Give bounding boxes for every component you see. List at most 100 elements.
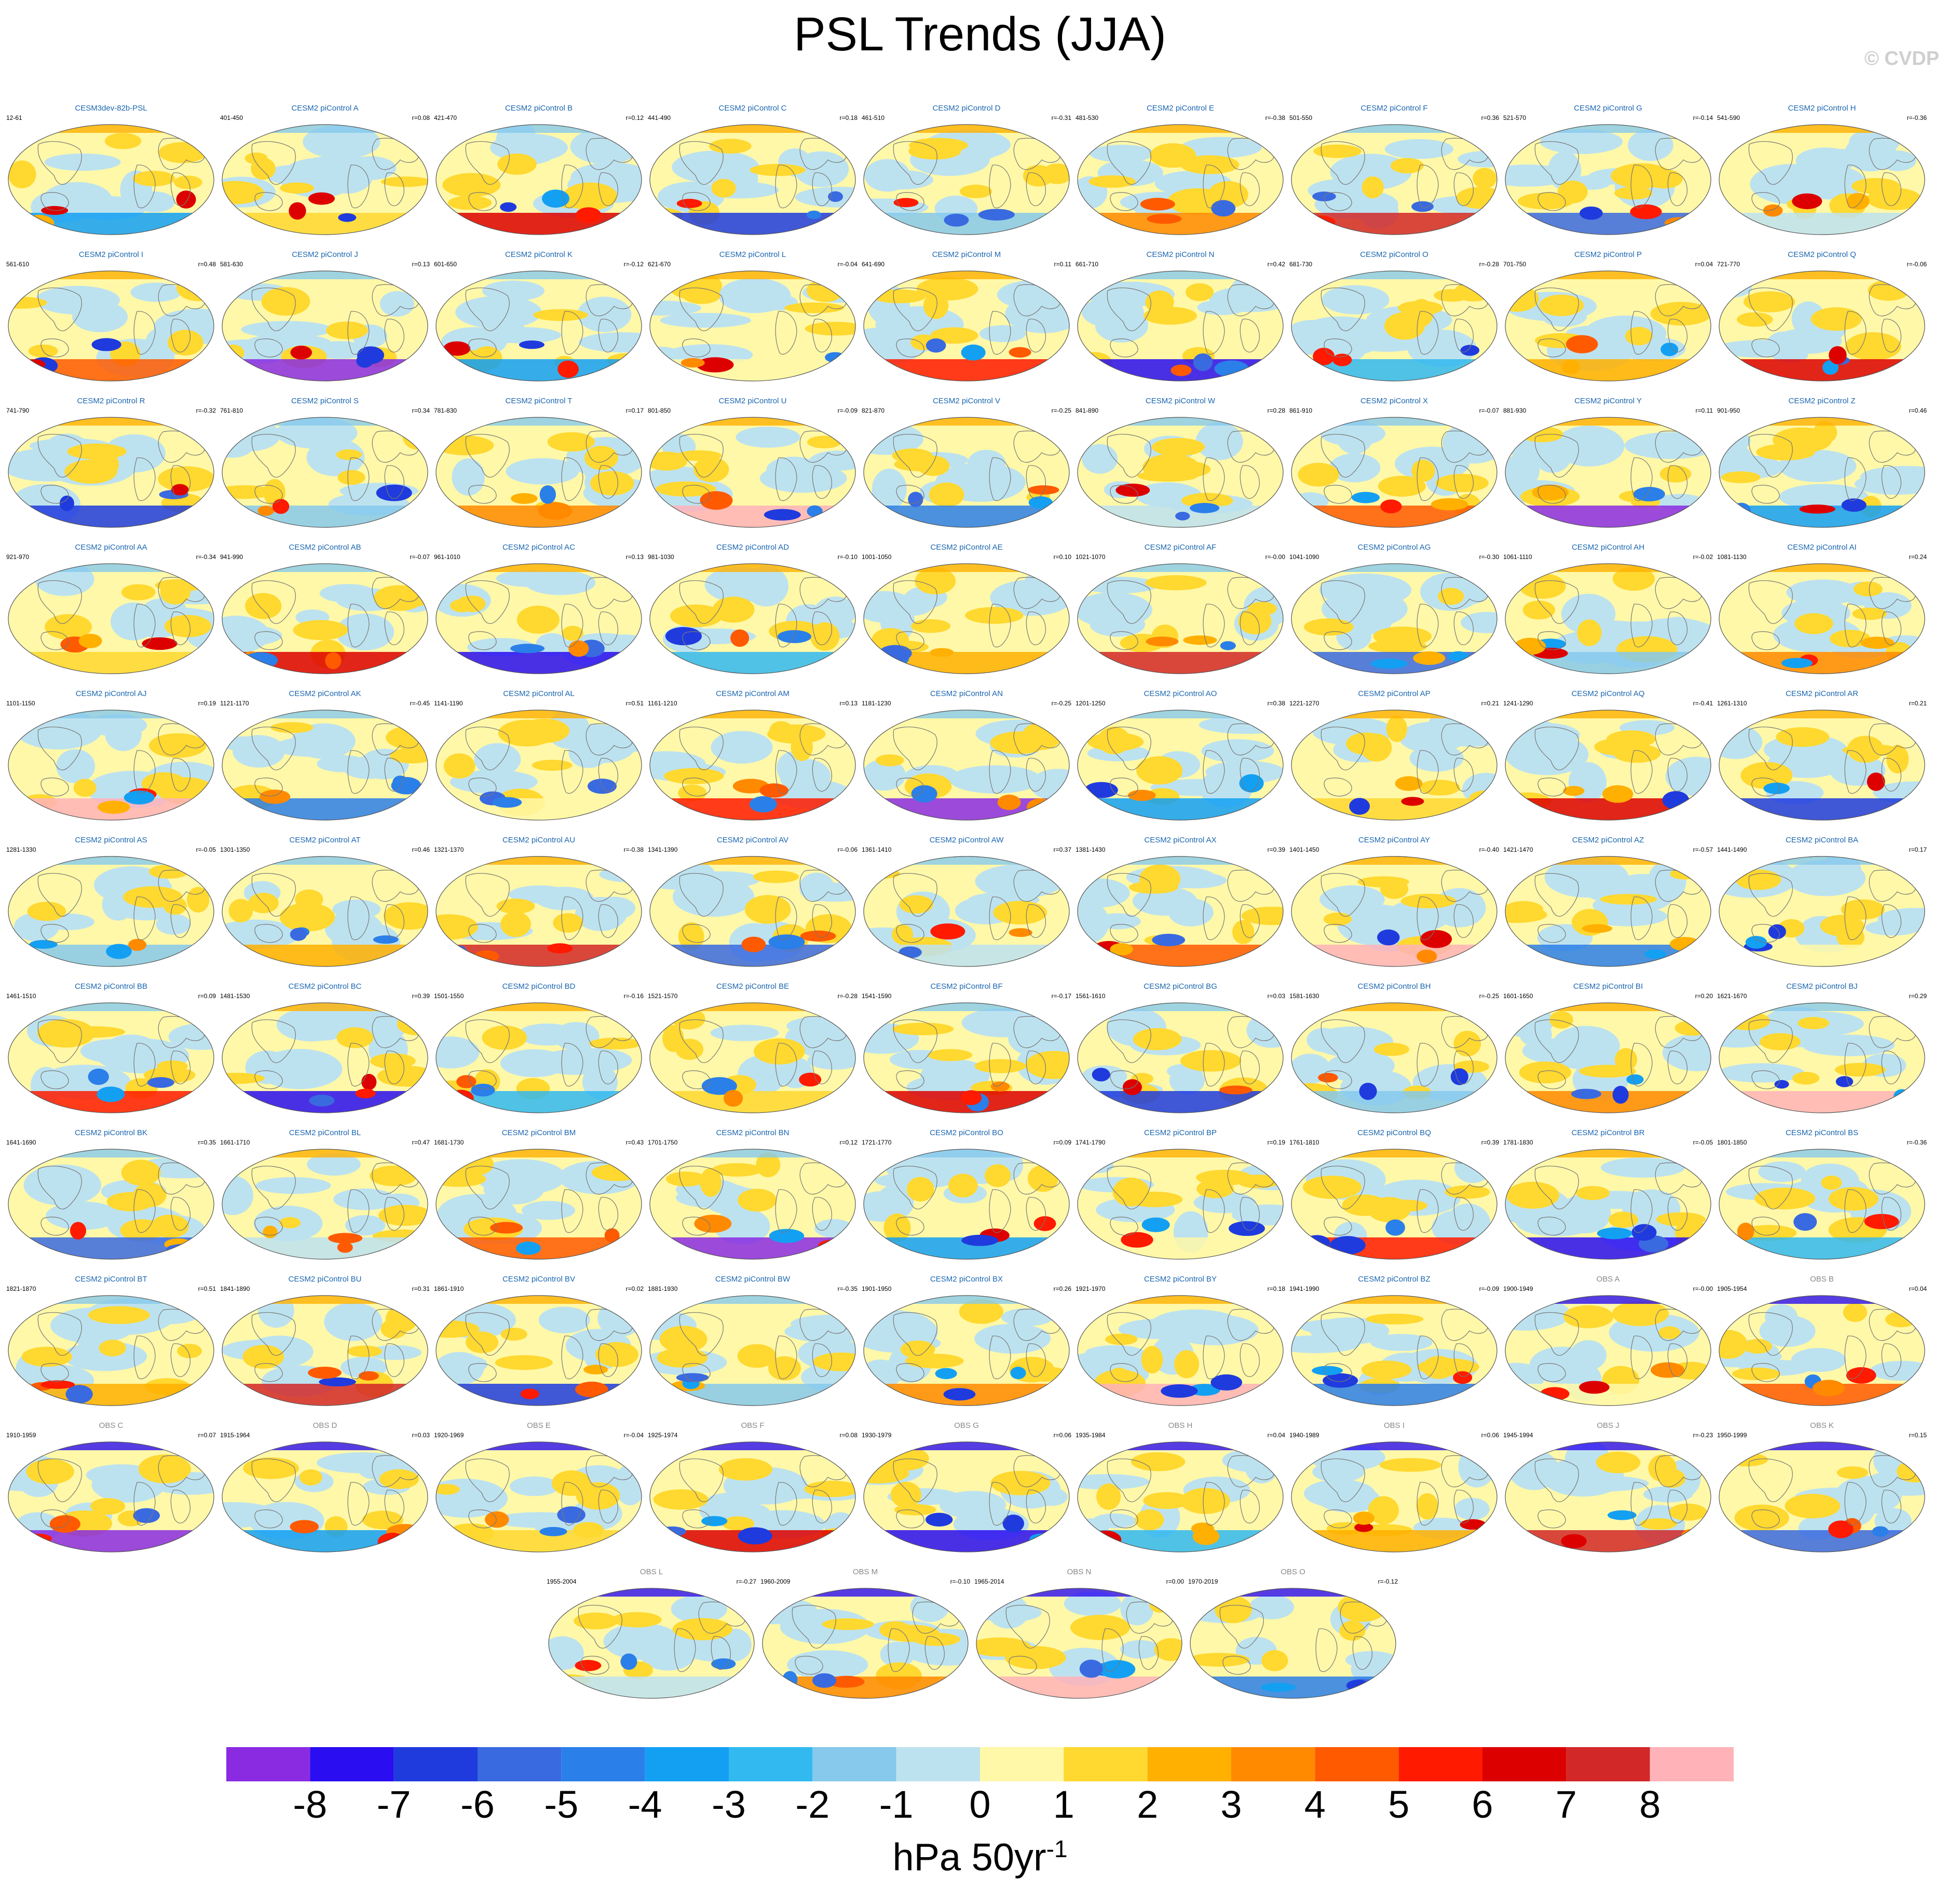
contour-blob [173, 175, 202, 189]
map-outline [863, 1441, 1070, 1552]
coastline [1324, 778, 1352, 797]
coastline [989, 604, 1011, 648]
coastline [347, 165, 370, 209]
contour-core [1115, 483, 1150, 497]
contour-blob [63, 1026, 126, 1038]
coastline [896, 192, 924, 211]
contour-core [1841, 498, 1867, 512]
contour-blob [222, 624, 282, 647]
contour-core [943, 1388, 976, 1401]
panel-title: CESM2 piControl AS [75, 836, 147, 844]
contour-blob [1613, 744, 1661, 763]
contour-blob [1834, 1062, 1886, 1077]
contour-core [961, 344, 986, 361]
contour-blob [157, 1060, 188, 1072]
panel-map [435, 710, 642, 821]
panel-title: CESM2 piControl C [718, 104, 787, 113]
panel-title: OBS F [741, 1421, 765, 1430]
coastline [682, 1070, 711, 1089]
panel-correlation: r=0.07 [198, 1432, 216, 1439]
contour-blob [1675, 1020, 1710, 1036]
contour-blob [660, 312, 752, 328]
contour-core [1318, 1072, 1338, 1083]
contour-core [1141, 1217, 1170, 1232]
contour-blob [974, 1059, 1026, 1073]
map-panel: OBS H 1935-1984 r=0.04 [1073, 1419, 1287, 1555]
colorbar-tick-label: 7 [1555, 1783, 1577, 1826]
contour-core [1329, 1236, 1366, 1255]
contour-blob [45, 614, 92, 640]
contour-blob [380, 176, 428, 187]
contour-blob [148, 864, 189, 879]
arctic-cap [1078, 710, 1283, 718]
contour-blob [442, 173, 501, 197]
contour-blob [496, 898, 535, 914]
colorbar-tick-label: -8 [293, 1783, 328, 1826]
contour-core [1607, 1510, 1637, 1520]
contour-blob [786, 1016, 853, 1035]
contour-blob [1596, 1451, 1641, 1474]
coastline [896, 1509, 924, 1529]
southern-band [1291, 1530, 1497, 1552]
panel-title: CESM2 piControl Q [1788, 250, 1856, 259]
map-panel: CESM2 piControl AJ 1101-1150 r=0.19 [4, 687, 218, 823]
contour-core [1239, 774, 1264, 793]
coastline [251, 873, 296, 917]
contour-blob [1238, 608, 1272, 635]
southern-band [222, 945, 428, 966]
coastline [1453, 319, 1474, 353]
coastline [384, 758, 404, 792]
panel-period: 1541-1590 [862, 992, 892, 1000]
panel-correlation: r=-0.00 [1693, 1285, 1713, 1292]
southern-band [1291, 945, 1497, 966]
coastline [682, 1363, 711, 1382]
contour-core [1828, 1520, 1854, 1538]
panel-map [8, 417, 214, 528]
contour-core [1417, 949, 1437, 963]
coastline [347, 457, 370, 501]
panel-map [435, 563, 642, 674]
contour-core [391, 776, 421, 795]
contour-blob [1625, 326, 1653, 346]
contour-core [547, 943, 573, 953]
map-outline [1077, 1149, 1284, 1260]
contour-blob [1600, 894, 1657, 905]
contour-blob [1662, 1034, 1711, 1071]
contour-blob [437, 917, 477, 936]
coastline [775, 896, 797, 941]
contour-blob [1082, 444, 1118, 474]
coastline [1009, 1656, 1037, 1675]
map-outline [1719, 270, 1925, 381]
panel-period: 1901-1950 [862, 1285, 892, 1292]
contour-blob [1600, 1157, 1685, 1178]
contour-core [1822, 360, 1839, 375]
arctic-cap [436, 1003, 642, 1011]
panel-title: CESM2 piControl BH [1357, 982, 1431, 991]
map-outline [1291, 710, 1498, 821]
map-panel: CESM2 piControl AQ 1241-1290 r=-0.41 [1501, 687, 1715, 823]
coastline [561, 165, 583, 209]
coastline [37, 1165, 82, 1209]
coastline [598, 1051, 618, 1085]
panel-correlation: r=0.12 [839, 1139, 857, 1146]
panel-period: 1741-1790 [1076, 1139, 1106, 1146]
contour-blob [990, 1470, 1051, 1495]
map-outline [649, 417, 856, 528]
coastline [465, 1165, 510, 1209]
coastline [133, 1043, 156, 1087]
contour-core [1781, 658, 1813, 669]
southern-band [864, 359, 1069, 381]
coastline [1748, 1019, 1793, 1063]
panel-map [1291, 1002, 1498, 1113]
contour-blob [1064, 1591, 1122, 1616]
contour-blob [787, 1650, 868, 1680]
map-outline [1291, 270, 1498, 381]
panel-map [863, 710, 1070, 821]
map-panel: CESM2 piControl H 541-590 r=-0.36 [1715, 102, 1929, 238]
panel-map [1291, 563, 1498, 674]
coastline [40, 631, 69, 650]
coastline [1110, 778, 1138, 797]
contour-blob [121, 1160, 161, 1186]
map-panel: CESM2 piControl BY 1921-1970 r=0.18 [1073, 1273, 1287, 1409]
contour-core [142, 637, 178, 650]
